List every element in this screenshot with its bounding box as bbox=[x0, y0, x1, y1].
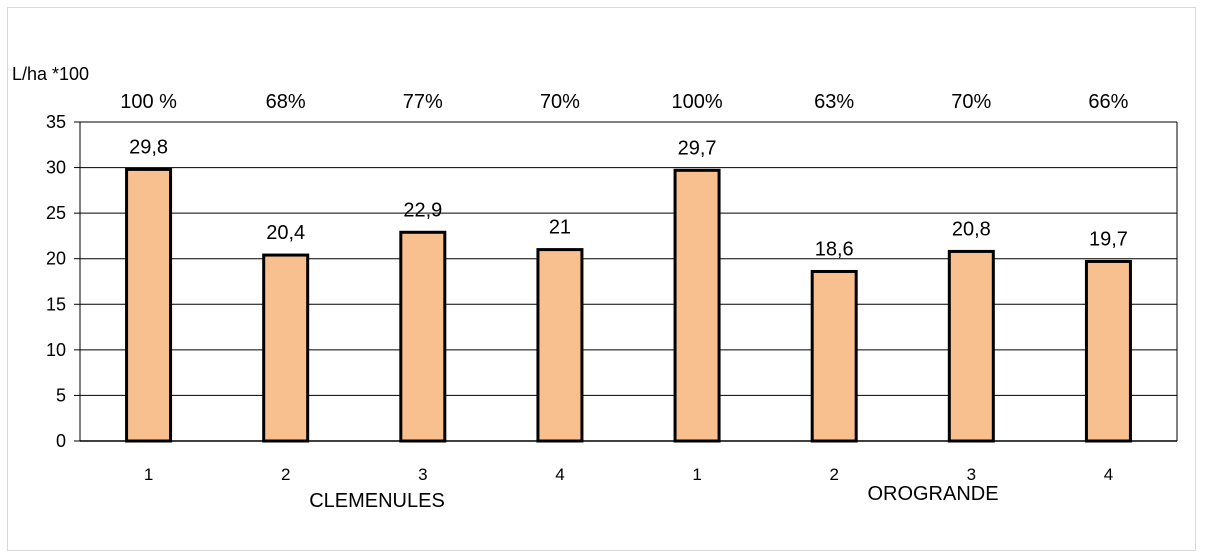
x-tick-label: 4 bbox=[1104, 465, 1113, 484]
x-tick-label: 1 bbox=[144, 465, 153, 484]
x-tick-label: 3 bbox=[967, 465, 976, 484]
y-tick-label: 10 bbox=[46, 340, 66, 360]
bar-value-label: 19,7 bbox=[1089, 228, 1128, 250]
x-tick-label: 3 bbox=[418, 465, 427, 484]
bar bbox=[673, 168, 721, 443]
y-tick-label: 35 bbox=[46, 112, 66, 132]
bars bbox=[125, 167, 1132, 443]
bar bbox=[536, 248, 584, 443]
bar-value-label: 20,8 bbox=[952, 218, 991, 240]
y-tick-label: 0 bbox=[56, 431, 66, 451]
x-tick-label: 2 bbox=[829, 465, 838, 484]
bar bbox=[947, 249, 995, 443]
chart-frame bbox=[7, 7, 1196, 551]
percent-label: 100% bbox=[671, 91, 722, 113]
y-tick-label: 20 bbox=[46, 249, 66, 269]
y-tick-label: 5 bbox=[56, 385, 66, 405]
percent-label: 100 % bbox=[120, 91, 177, 113]
bar-value-label: 18,6 bbox=[815, 238, 854, 260]
group-label: CLEMENULES bbox=[309, 490, 445, 512]
y-tick-label: 15 bbox=[46, 294, 66, 314]
axes bbox=[74, 121, 1178, 442]
bar bbox=[125, 167, 173, 443]
bar bbox=[810, 269, 858, 443]
labels: 0 5 10 15 20 25 30 35 29,8 100 % 1 20,4 68% 2 22,9 77% 3… bbox=[46, 91, 1129, 512]
percent-label: 70% bbox=[540, 91, 580, 113]
percent-label: 68% bbox=[266, 91, 306, 113]
y-axis-title: L/ha *100 bbox=[12, 64, 89, 84]
bar-value-label: 20,4 bbox=[266, 222, 305, 244]
group-label: OROGRANDE bbox=[867, 483, 998, 505]
bar bbox=[399, 230, 447, 443]
x-tick-label: 2 bbox=[281, 465, 290, 484]
percent-label: 66% bbox=[1088, 91, 1128, 113]
x-tick-label: 1 bbox=[692, 465, 701, 484]
bar-value-label: 21 bbox=[549, 217, 571, 239]
percent-label: 70% bbox=[951, 91, 991, 113]
bar-value-label: 22,9 bbox=[403, 199, 442, 221]
bar bbox=[262, 253, 310, 443]
bar-value-label: 29,7 bbox=[678, 137, 717, 159]
bar bbox=[1084, 259, 1132, 443]
y-tick-label: 30 bbox=[46, 158, 66, 178]
percent-label: 77% bbox=[403, 91, 443, 113]
percent-label: 63% bbox=[814, 91, 854, 113]
gridlines bbox=[80, 121, 1177, 396]
y-tick-label: 25 bbox=[46, 203, 66, 223]
x-tick-label: 4 bbox=[555, 465, 564, 484]
bar-value-label: 29,8 bbox=[129, 136, 168, 158]
